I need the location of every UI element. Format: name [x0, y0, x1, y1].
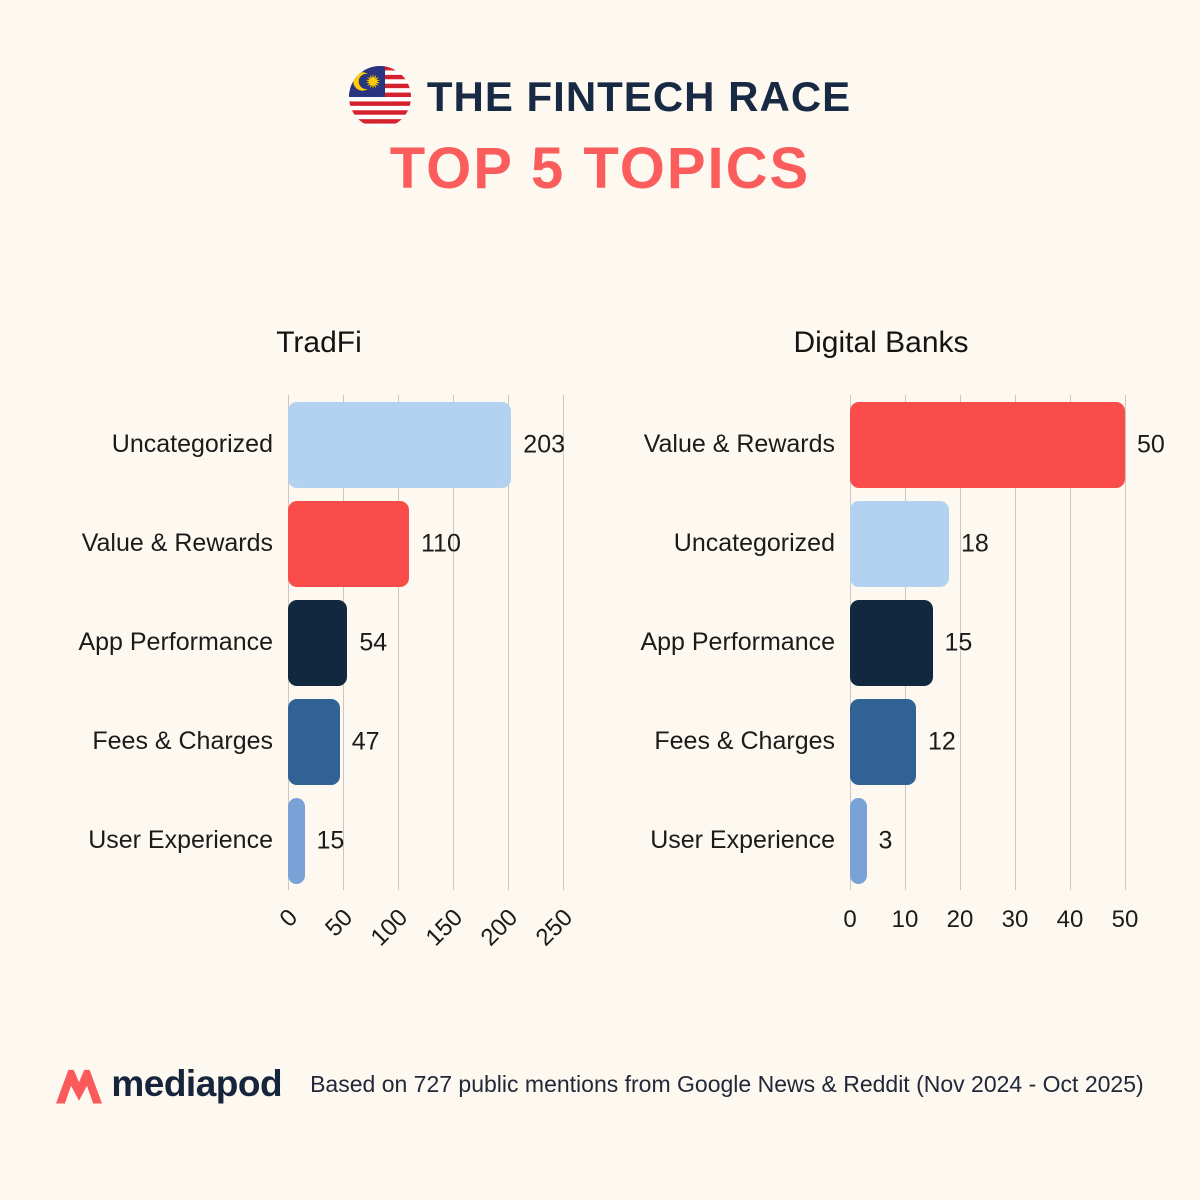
- bar: [850, 698, 916, 785]
- bar-row: Fees & Charges 12: [628, 692, 1125, 791]
- bar: [288, 401, 512, 488]
- bar-row: Uncategorized 18: [628, 494, 1125, 593]
- bar: [288, 698, 340, 785]
- bar-track: 12: [850, 698, 1125, 785]
- bar-row: Value & Rewards 110: [66, 494, 563, 593]
- bar-row: User Experience 15: [66, 791, 563, 890]
- bar-row: Fees & Charges 47: [66, 692, 563, 791]
- bar-row: Value & Rewards 50: [628, 395, 1165, 494]
- bar: [288, 500, 409, 587]
- value-label: 47: [351, 727, 380, 755]
- bar: [850, 797, 867, 884]
- x-tick-label: 20: [946, 906, 974, 933]
- bar-track: 110: [288, 500, 563, 587]
- bar-track: 54: [288, 599, 563, 686]
- chart-title-digital-banks: Digital Banks: [793, 326, 969, 359]
- value-label: 12: [928, 727, 956, 755]
- chart-title-tradfi: TradFi: [276, 326, 362, 359]
- bar-row: App Performance 54: [66, 593, 563, 692]
- bar-track: 15: [288, 797, 563, 884]
- category-label: Fees & Charges: [92, 727, 273, 756]
- bar: [288, 797, 305, 884]
- chart-tradfi: TradFi Uncategorized 203 Value & Rewards 11…: [66, 325, 579, 965]
- footer: mediapod Based on 727 public mentions fr…: [0, 1063, 1200, 1105]
- value-label: 54: [359, 628, 388, 656]
- category-label: Uncategorized: [111, 430, 273, 459]
- charts-area: TradFi Uncategorized 203 Value & Rewards 11…: [66, 325, 1165, 965]
- page-title: THE FINTECH RACE: [426, 72, 852, 120]
- value-label: 3: [878, 826, 893, 854]
- bar-row: Uncategorized 203: [66, 395, 566, 494]
- gridline: [960, 395, 961, 890]
- x-tick-label: 50: [1111, 906, 1139, 933]
- value-label: 18: [961, 529, 989, 557]
- value-label: 110: [421, 529, 461, 557]
- bar-track: 3: [850, 797, 1125, 884]
- gridline: [1015, 395, 1016, 890]
- bar-row: App Performance 15: [628, 593, 1125, 692]
- bar: [850, 401, 1125, 488]
- bar-track: 50: [850, 401, 1165, 488]
- category-label: App Performance: [640, 628, 835, 657]
- category-label: Value & Rewards: [643, 430, 835, 459]
- source-note: Based on 727 public mentions from Google…: [310, 1070, 1144, 1097]
- mediapod-logo-text: mediapod: [111, 1063, 283, 1104]
- plot-area-tradfi: Uncategorized 203 Value & Rewards 110 App Pe…: [66, 395, 579, 965]
- page-subtitle: TOP 5 TOPICS: [389, 136, 811, 201]
- gridline: [563, 395, 564, 890]
- mediapod-logo-icon: [56, 1069, 103, 1104]
- bar-track: 203: [288, 401, 566, 488]
- category-label: Fees & Charges: [654, 727, 835, 756]
- bar: [288, 599, 348, 686]
- bar-row: User Experience 3: [628, 791, 1125, 890]
- x-axis-ticks: 0 10 20 30 40 50: [843, 890, 1138, 965]
- bar-track: 47: [288, 698, 563, 785]
- gridline: [508, 395, 509, 890]
- chart-digital-banks: Digital Banks Value & Rewards 50 Uncategor…: [628, 325, 1165, 965]
- category-label: User Experience: [650, 826, 835, 855]
- bar: [850, 500, 949, 587]
- value-label: 203: [523, 430, 566, 458]
- value-label: 50: [1137, 430, 1165, 458]
- gridline: [1125, 395, 1126, 890]
- bar-rows: Value & Rewards 50 Uncategorized 18 App Perf…: [628, 395, 1165, 890]
- gridline: [398, 395, 399, 890]
- bar-rows: Uncategorized 203 Value & Rewards 110 App Pe…: [66, 395, 566, 890]
- gridline: [1070, 395, 1071, 890]
- header: THE FINTECH RACE TOP 5 TOPICS: [0, 66, 1200, 198]
- malaysia-flag-icon: [348, 66, 411, 128]
- value-label: 15: [944, 628, 973, 656]
- value-label: 15: [316, 826, 345, 854]
- x-axis-ticks: 0 50 100 150 200 250: [275, 890, 579, 965]
- x-tick-label: 10: [891, 906, 919, 933]
- x-tick-label: 0: [843, 906, 857, 933]
- mediapod-logo: mediapod: [56, 1063, 283, 1105]
- gridline: [453, 395, 454, 890]
- bar-track: 18: [850, 500, 1125, 587]
- category-label: User Experience: [88, 826, 273, 855]
- plot-area-digital-banks: Value & Rewards 50 Uncategorized 18 App Perf…: [628, 395, 1165, 965]
- title-row: THE FINTECH RACE: [0, 66, 1200, 128]
- category-label: Uncategorized: [673, 529, 835, 558]
- bar: [850, 599, 933, 686]
- x-tick-label: 30: [1001, 906, 1029, 933]
- category-label: Value & Rewards: [81, 529, 273, 558]
- category-label: App Performance: [78, 628, 273, 657]
- bar-track: 15: [850, 599, 1125, 686]
- x-tick-label: 40: [1056, 906, 1084, 933]
